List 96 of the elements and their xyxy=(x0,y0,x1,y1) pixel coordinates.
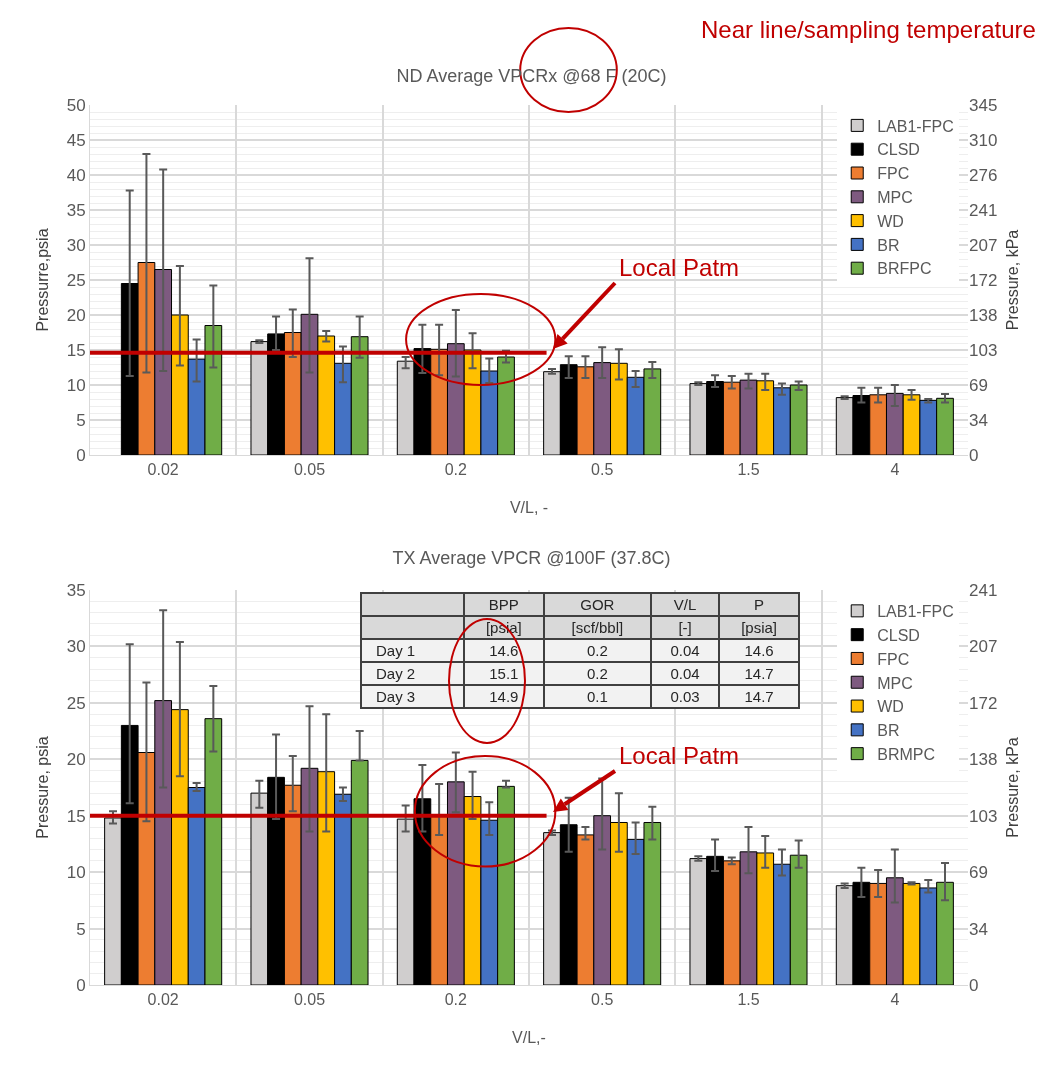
y-tick-label: 5 xyxy=(76,919,86,939)
y-tick-label: 35 xyxy=(66,580,86,600)
y2-tick-label: 276 xyxy=(969,165,998,185)
annotation: 14.6 xyxy=(719,639,799,662)
x-tick-label: 1.5 xyxy=(737,461,760,479)
y2-tick-label: 69 xyxy=(969,375,988,395)
y2-tick-label: 172 xyxy=(969,694,998,714)
y-tick-label: 20 xyxy=(66,305,86,325)
x-axis-title: V/L,- xyxy=(512,1029,546,1046)
chart-title: TX Average VPCR @100F (37.8C) xyxy=(392,547,671,568)
x-tick-label: 1.5 xyxy=(737,991,760,1009)
legend-label: LAB1-FPC xyxy=(877,117,954,135)
annotation: Day 2 xyxy=(361,662,464,685)
annotation: 0.04 xyxy=(651,639,720,662)
legend-label: FPC xyxy=(877,165,910,183)
x-tick-label: 0.02 xyxy=(147,461,179,479)
y-axis-title: Pressure, psia xyxy=(34,736,51,839)
annotation: [psia] xyxy=(719,616,799,639)
y-tick-label: 20 xyxy=(66,750,86,770)
y2-tick-label: 0 xyxy=(969,975,979,995)
annotation: GOR xyxy=(543,593,652,616)
annotation: 15.1 xyxy=(463,662,544,685)
y-tick-label: 0 xyxy=(76,975,86,995)
legend-label: FPC xyxy=(877,650,910,668)
annotation: 14.9 xyxy=(463,685,544,708)
annotation: 14.7 xyxy=(719,662,799,685)
y2-tick-label: 138 xyxy=(969,305,998,325)
legend-label: MPC xyxy=(877,189,913,207)
annotation: P xyxy=(719,593,799,616)
y-tick-label: 15 xyxy=(66,806,86,826)
annotation: 14.6 xyxy=(463,639,544,662)
legend-label: MPC xyxy=(877,674,913,692)
y2-tick-label: 34 xyxy=(969,411,988,431)
legend-label: BRFPC xyxy=(877,260,932,278)
x-tick-label: 0.02 xyxy=(147,991,179,1009)
annotation: 0.04 xyxy=(651,662,720,685)
legend-label: LAB1-FPC xyxy=(877,603,954,621)
legend-label: BRMPC xyxy=(877,745,935,763)
annotation: 0.2 xyxy=(543,662,652,685)
y-tick-label: 30 xyxy=(66,235,86,255)
x-axis-title: V/L, - xyxy=(509,499,549,516)
annotation: Day 1 xyxy=(361,639,464,662)
annotation: [-] xyxy=(651,616,720,639)
y-tick-label: 30 xyxy=(66,637,86,657)
y2-tick-label: 103 xyxy=(969,341,998,361)
y2-tick-label: 34 xyxy=(969,920,988,940)
annotation: Day 3 xyxy=(361,685,464,708)
y2-tick-label: 0 xyxy=(969,445,979,465)
y2-tick-label: 345 xyxy=(969,95,998,115)
y2-tick-label: 207 xyxy=(969,636,998,656)
annotation: 0.2 xyxy=(543,639,652,662)
y-tick-label: 35 xyxy=(66,200,86,220)
legend-label: BR xyxy=(877,236,900,254)
text: Near line/sampling temperature xyxy=(701,16,1036,43)
y2-axis-title: Pressure, kPa xyxy=(1004,229,1021,331)
y2-tick-label: 138 xyxy=(969,749,998,769)
y-tick-label: 25 xyxy=(66,270,86,290)
x-tick-label: 0.5 xyxy=(591,461,614,479)
annotation: BPP xyxy=(463,593,544,616)
annotation: [scf/bbl] xyxy=(543,616,652,639)
y2-axis-title: Pressure, kPa xyxy=(1004,737,1021,838)
y2-tick-label: 241 xyxy=(969,201,998,221)
y2-tick-label: 207 xyxy=(969,235,998,255)
x-tick-label: 0.05 xyxy=(293,991,326,1009)
annotation: V/L xyxy=(651,593,720,616)
y-tick-label: 10 xyxy=(66,863,86,883)
legend-label: WD xyxy=(877,212,904,230)
x-tick-label: 4 xyxy=(890,991,900,1009)
x-tick-label: 0.05 xyxy=(293,461,326,479)
x-tick-label: 0.2 xyxy=(444,461,468,479)
y-tick-label: 5 xyxy=(76,410,86,430)
y-tick-label: 0 xyxy=(76,445,86,465)
x-tick-label: 0.2 xyxy=(444,991,468,1009)
y-tick-label: 10 xyxy=(66,375,86,395)
y-tick-label: 40 xyxy=(66,165,86,185)
y2-tick-label: 172 xyxy=(969,271,998,291)
legend-label: CLSD xyxy=(877,626,920,644)
ref-line-label: Local Patm xyxy=(619,254,740,281)
x-tick-label: 0.5 xyxy=(591,991,614,1009)
y2-tick-label: 103 xyxy=(969,807,998,827)
legend-label: CLSD xyxy=(877,141,920,159)
annotation: 0.03 xyxy=(651,685,720,708)
y-tick-label: 25 xyxy=(66,693,86,713)
x-tick-label: 4 xyxy=(890,461,900,479)
y2-tick-label: 69 xyxy=(969,862,988,882)
y-axis-title: Pressurre,psia xyxy=(34,228,51,332)
annotation: 0.1 xyxy=(543,685,652,708)
legend-label: WD xyxy=(877,698,904,716)
y-tick-label: 45 xyxy=(66,130,86,150)
ref-line-label: Local Patm xyxy=(619,742,740,769)
y-tick-label: 50 xyxy=(66,95,86,115)
y2-tick-label: 310 xyxy=(969,131,998,151)
y-tick-label: 15 xyxy=(66,340,86,360)
annotation: 14.7 xyxy=(719,685,799,708)
legend-label: BR xyxy=(877,722,900,740)
y2-tick-label: 241 xyxy=(969,580,998,600)
